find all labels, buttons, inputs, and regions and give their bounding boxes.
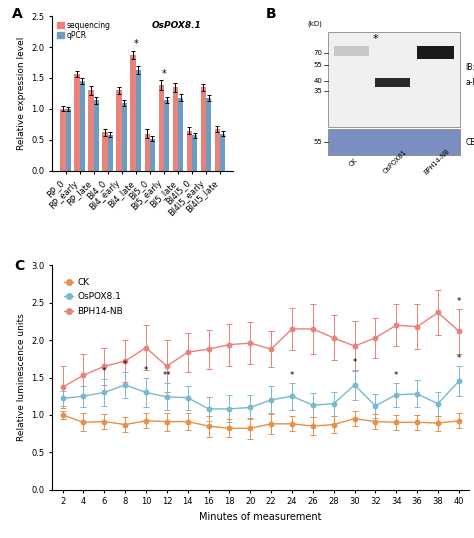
Text: CK: CK [348, 157, 359, 167]
Text: A: A [12, 7, 23, 21]
Bar [187, 131, 192, 171]
Bar [201, 87, 206, 171]
Text: 35: 35 [313, 88, 322, 94]
Bar [220, 133, 225, 171]
Bar [80, 81, 85, 171]
Bar [173, 87, 178, 171]
Bar [74, 74, 80, 171]
Text: *: * [123, 359, 127, 369]
Bar [136, 70, 141, 171]
Text: (kD): (kD) [308, 20, 322, 27]
Text: *: * [102, 367, 106, 376]
Text: 70: 70 [313, 49, 322, 56]
Text: *: * [162, 69, 166, 79]
Bar [102, 132, 108, 171]
Text: *: * [373, 34, 378, 44]
Text: *: * [290, 371, 294, 380]
Bar [60, 109, 66, 171]
X-axis label: Minutes of measurement: Minutes of measurement [200, 512, 322, 522]
Text: a-Myc: a-Myc [465, 78, 474, 87]
Bar [375, 77, 410, 87]
Text: *: * [457, 355, 461, 363]
Bar [328, 32, 460, 128]
Bar [108, 135, 113, 171]
Y-axis label: Relative expression level: Relative expression level [17, 37, 26, 150]
Bar [130, 55, 136, 171]
Text: BPH14-NB: BPH14-NB [423, 148, 451, 176]
Legend: CK, OsPOX8.1, BPH14-NB: CK, OsPOX8.1, BPH14-NB [61, 274, 127, 320]
Text: *: * [134, 39, 138, 49]
Text: OsPOX8.1: OsPOX8.1 [152, 21, 201, 30]
Y-axis label: Relative luminescence units: Relative luminescence units [17, 314, 26, 441]
Text: 55: 55 [314, 139, 322, 145]
Bar [335, 46, 369, 55]
Bar [122, 103, 127, 171]
Text: B: B [266, 7, 277, 21]
Bar [215, 129, 220, 171]
Text: CBB: CBB [465, 138, 474, 147]
Bar [164, 100, 169, 171]
Bar [192, 136, 197, 171]
Bar [145, 133, 150, 171]
Legend: sequencing, qPCR: sequencing, qPCR [56, 20, 111, 41]
Text: C: C [15, 259, 25, 273]
Text: 40: 40 [313, 79, 322, 84]
Text: *: * [457, 297, 461, 306]
Bar [328, 129, 460, 155]
Text: 55: 55 [314, 62, 322, 68]
Bar [117, 90, 122, 171]
Bar [150, 139, 155, 171]
Bar [158, 86, 164, 171]
Bar [178, 98, 183, 171]
Text: IB:: IB: [465, 62, 474, 72]
Text: *: * [353, 358, 356, 367]
Text: *: * [144, 365, 148, 374]
Bar [66, 109, 71, 171]
Bar [206, 98, 211, 171]
Text: **: ** [163, 372, 171, 380]
Bar [417, 46, 454, 59]
Text: OsPOX81: OsPOX81 [382, 149, 408, 175]
Bar [94, 100, 99, 171]
Text: *: * [394, 371, 398, 380]
Bar [89, 90, 94, 171]
